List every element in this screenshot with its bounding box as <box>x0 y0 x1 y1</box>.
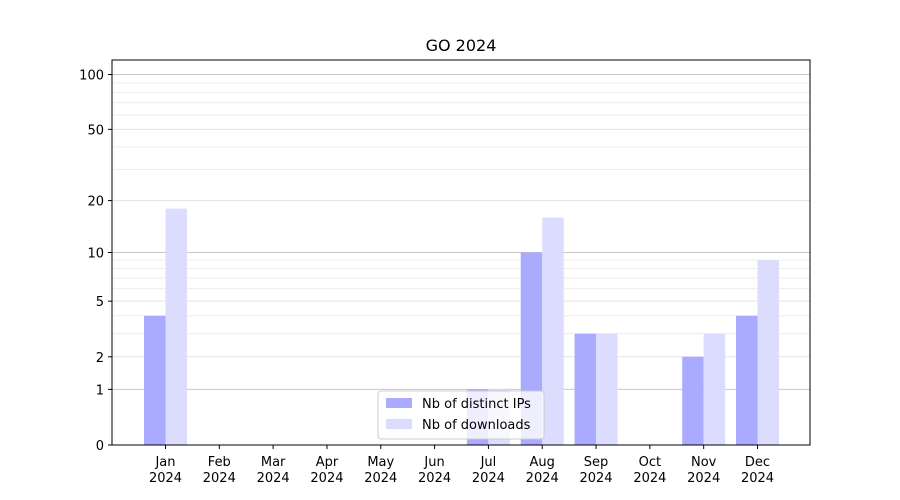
x-tick-label: Sep 2024 <box>579 455 612 486</box>
y-tick-label: 2 <box>96 351 104 366</box>
x-tick-label: Mar 2024 <box>257 455 290 486</box>
x-tick-label: Dec 2024 <box>741 455 774 486</box>
y-axis: 0 1 2 5 10 20 50 100 <box>79 69 112 454</box>
x-tick-label: Jan 2024 <box>149 455 182 486</box>
bar-distinct-ips-nov <box>682 356 704 445</box>
bar-distinct-ips-dec <box>736 315 758 445</box>
x-tick-label: Apr 2024 <box>310 455 343 486</box>
legend: Nb of distinct IPs Nb of downloads <box>377 390 545 440</box>
x-tick-label: Jun 2024 <box>418 455 451 486</box>
x-tick-label: Aug 2024 <box>526 455 559 486</box>
y-tick-label: 0 <box>96 439 104 454</box>
x-tick-label: Feb 2024 <box>203 455 236 486</box>
y-tick-label: 1 <box>96 383 104 398</box>
legend-label-distinct-ips: Nb of distinct IPs <box>422 397 531 412</box>
chart-title: GO 2024 <box>426 36 497 55</box>
y-tick-label: 50 <box>87 123 104 138</box>
x-tick-label: Nov 2024 <box>687 455 720 486</box>
legend-label-downloads: Nb of downloads <box>422 418 531 433</box>
bar-downloads-jan <box>165 208 187 445</box>
x-tick-label: Jul 2024 <box>472 455 505 486</box>
bar-downloads-nov <box>703 333 726 445</box>
bar-distinct-ips-jan <box>144 315 166 445</box>
x-tick-label: May 2024 <box>364 455 397 486</box>
legend-swatch-distinct-ips <box>386 398 412 408</box>
bar-downloads-aug <box>542 217 564 445</box>
x-axis: Jan 2024 Feb 2024 Mar 2024 Apr 2024 May 2024 Jun 20… <box>149 445 774 486</box>
y-tick-label: 10 <box>87 247 104 262</box>
y-tick-label: 100 <box>79 69 104 84</box>
y-tick-label: 5 <box>96 295 104 310</box>
x-tick-label: Oct 2024 <box>633 455 666 486</box>
legend-swatch-downloads <box>386 419 412 429</box>
bar-downloads-dec <box>757 260 779 445</box>
bar-distinct-ips-sep <box>574 333 597 445</box>
bar-downloads-sep <box>596 333 618 445</box>
grid-lines <box>112 74 810 390</box>
legend-box <box>377 390 545 440</box>
y-tick-label: 20 <box>87 195 104 210</box>
